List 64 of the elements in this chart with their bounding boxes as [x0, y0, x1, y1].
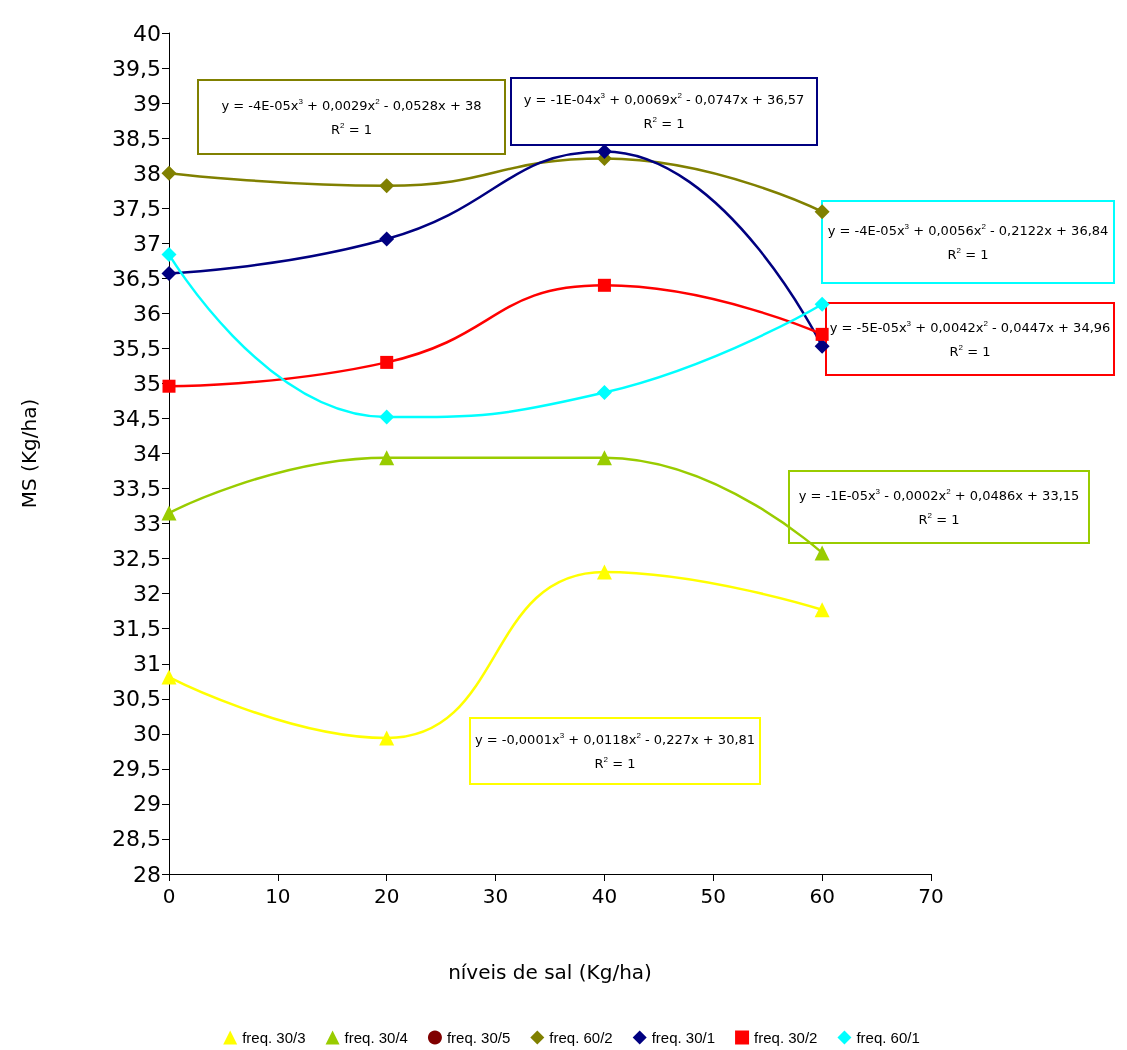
point — [161, 505, 177, 521]
y-axis-title: MS (Kg/ha) — [17, 398, 41, 509]
y-tick-label: 34,5 — [112, 405, 161, 431]
y-tick-label: 31,5 — [112, 616, 161, 642]
y-tick-label: 36,5 — [112, 265, 161, 291]
point — [380, 355, 394, 369]
y-tick-label: 34 — [133, 441, 161, 466]
point — [161, 246, 177, 262]
point — [161, 165, 177, 181]
y-tick-label: 39,5 — [112, 55, 161, 81]
point — [379, 409, 395, 425]
y-tick-label: 37,5 — [112, 195, 161, 221]
legend-label: freq. 30/5 — [446, 1029, 511, 1046]
point — [814, 338, 830, 354]
point — [161, 265, 177, 281]
x-tick-label: 0 — [162, 884, 176, 908]
legend-label: freq. 30/4 — [344, 1029, 408, 1046]
y-tick-label: 35 — [133, 370, 161, 396]
point — [815, 327, 829, 341]
y-tick-label: 33 — [133, 511, 161, 537]
point — [596, 385, 612, 401]
x-tick-label: 50 — [700, 884, 727, 908]
legend-label: freq. 60/2 — [549, 1029, 613, 1046]
y-tick-label: 38,5 — [112, 125, 161, 151]
legend-label: freq. 30/2 — [754, 1029, 818, 1046]
x-tick-label: 30 — [482, 884, 509, 908]
y-tick-label: 29 — [133, 791, 161, 817]
point — [379, 178, 395, 194]
y-tick-label: 40 — [133, 20, 161, 46]
point — [596, 564, 612, 580]
point — [814, 296, 830, 312]
point — [162, 379, 176, 393]
legend-label: freq. 60/1 — [856, 1029, 920, 1046]
y-tick-label: 28,5 — [112, 826, 161, 852]
y-tick-label: 37 — [133, 230, 161, 256]
x-tick-label: 20 — [373, 884, 400, 908]
point — [596, 450, 612, 466]
x-tick-label: 10 — [265, 884, 291, 908]
point — [597, 278, 611, 292]
y-tick-label: 29,5 — [112, 756, 161, 782]
point — [379, 231, 395, 247]
y-tick-label: 30,5 — [112, 686, 161, 712]
point — [814, 545, 830, 561]
y-tick-label: 31 — [133, 651, 161, 677]
y-tick-label: 32 — [133, 581, 161, 607]
y-tick-label: 35,5 — [112, 335, 161, 361]
y-tick-label: 33,5 — [112, 476, 161, 502]
point — [379, 450, 395, 466]
legend-label: freq. 30/3 — [242, 1029, 306, 1046]
y-tick-label: 28 — [133, 861, 161, 887]
point — [379, 730, 395, 746]
x-tick-label: 60 — [809, 884, 835, 908]
x-tick-label: 40 — [591, 884, 618, 908]
y-tick-label: 32,5 — [112, 546, 161, 572]
point — [161, 669, 177, 685]
x-tick-label: 70 — [918, 884, 944, 908]
y-tick-label: 30 — [133, 721, 161, 747]
y-tick-label: 39 — [133, 90, 161, 116]
point — [814, 602, 830, 618]
x-axis-title: níveis de sal (Kg/ha) — [448, 960, 652, 984]
y-tick-label: 38 — [133, 160, 161, 186]
point — [814, 204, 830, 220]
legend-label: freq. 30/1 — [651, 1029, 716, 1046]
y-tick-label: 36 — [133, 300, 161, 326]
